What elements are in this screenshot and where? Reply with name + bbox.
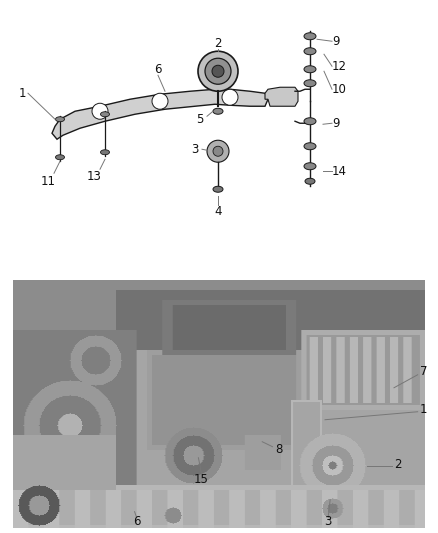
- Text: 1: 1: [18, 87, 26, 100]
- Ellipse shape: [56, 117, 64, 122]
- Ellipse shape: [304, 118, 316, 125]
- Ellipse shape: [305, 178, 315, 184]
- Text: 9: 9: [332, 35, 339, 48]
- Ellipse shape: [304, 48, 316, 55]
- Circle shape: [92, 103, 108, 119]
- Ellipse shape: [304, 143, 316, 150]
- Ellipse shape: [304, 163, 316, 169]
- Polygon shape: [52, 89, 268, 139]
- Text: 9: 9: [332, 117, 339, 130]
- Text: 3: 3: [325, 515, 332, 528]
- Circle shape: [222, 89, 238, 105]
- Circle shape: [152, 93, 168, 109]
- Ellipse shape: [213, 108, 223, 114]
- Circle shape: [212, 65, 224, 77]
- Text: 6: 6: [154, 63, 162, 76]
- Text: 12: 12: [332, 60, 347, 72]
- Text: 11: 11: [40, 175, 56, 188]
- Text: 6: 6: [133, 515, 141, 528]
- Ellipse shape: [213, 186, 223, 192]
- Text: 2: 2: [394, 458, 402, 471]
- Ellipse shape: [304, 33, 316, 40]
- Text: 7: 7: [420, 365, 427, 378]
- Text: 15: 15: [194, 473, 209, 486]
- Text: 3: 3: [191, 143, 199, 156]
- Text: 1: 1: [420, 403, 427, 416]
- Text: 10: 10: [332, 83, 347, 96]
- Text: 13: 13: [87, 169, 102, 183]
- Ellipse shape: [100, 112, 110, 117]
- Polygon shape: [265, 87, 298, 106]
- Ellipse shape: [304, 66, 316, 72]
- Ellipse shape: [56, 155, 64, 160]
- Circle shape: [213, 146, 223, 156]
- Text: 5: 5: [196, 113, 204, 126]
- Text: 8: 8: [275, 443, 283, 456]
- Circle shape: [207, 140, 229, 162]
- Text: 14: 14: [332, 165, 347, 177]
- Ellipse shape: [304, 80, 316, 87]
- Ellipse shape: [100, 150, 110, 155]
- Circle shape: [205, 58, 231, 84]
- Circle shape: [198, 51, 238, 91]
- Text: 2: 2: [214, 37, 222, 50]
- Text: 4: 4: [214, 205, 222, 218]
